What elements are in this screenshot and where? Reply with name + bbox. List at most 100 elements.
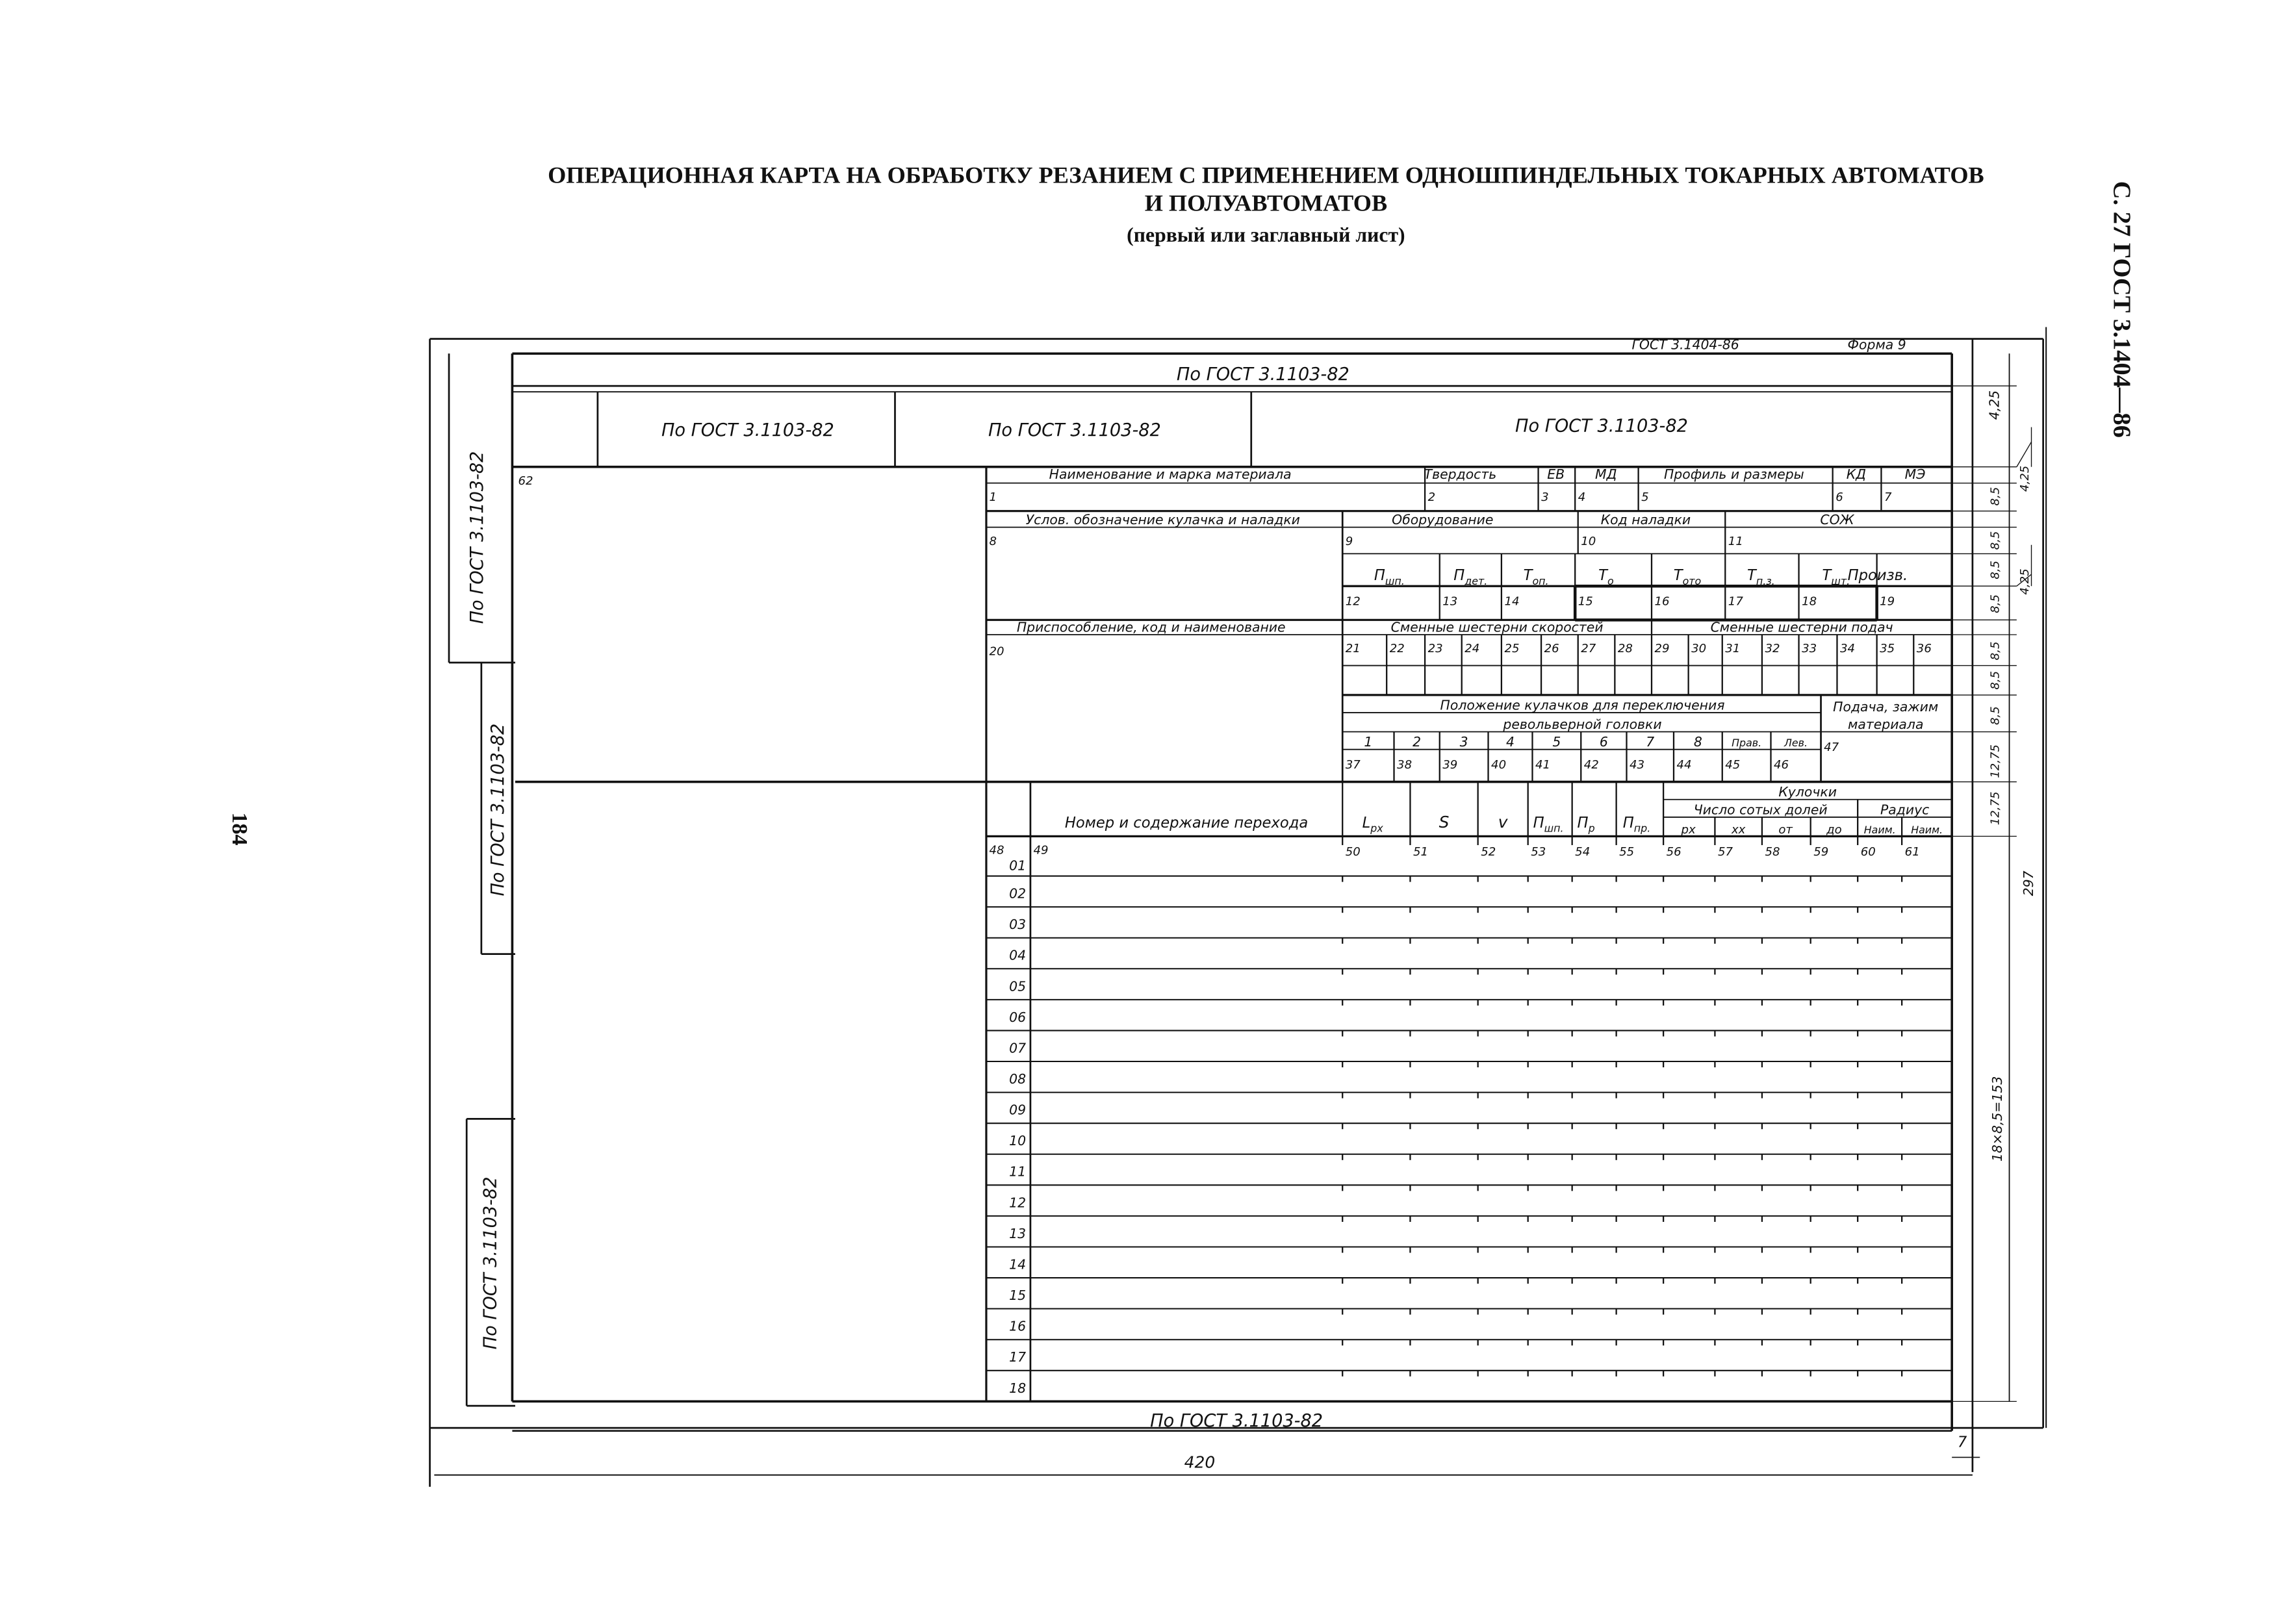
field-13: 13 xyxy=(1442,595,1457,609)
title-line-2: И ПОЛУАВТОМАТОВ xyxy=(1145,190,1387,216)
field-5: 5 xyxy=(1641,490,1649,504)
label-symbol: П xyxy=(1374,567,1385,584)
field-39: 39 xyxy=(1442,758,1457,772)
field-43: 43 xyxy=(1630,758,1644,772)
row-number: 17 xyxy=(1009,1349,1026,1365)
label-speed-gears: Сменные шестерни скоростей xyxy=(1391,619,1604,635)
row-number: 04 xyxy=(1009,948,1026,963)
cam-position-7: 7 xyxy=(1646,734,1654,750)
field-45: 45 xyxy=(1725,758,1740,772)
row-number: 18 xyxy=(1009,1380,1026,1396)
row-number: 06 xyxy=(1009,1009,1026,1025)
field-51: 51 xyxy=(1413,845,1428,859)
field-4: 4 xyxy=(1578,490,1586,504)
field-16: 16 xyxy=(1655,595,1670,609)
label-setup-code: Код наладки xyxy=(1601,512,1691,527)
label-radius: Радиус xyxy=(1880,802,1929,817)
field-6: 6 xyxy=(1835,490,1843,504)
row-number: 05 xyxy=(1009,978,1026,994)
field-62: 62 xyxy=(518,474,533,488)
label-symbol: Т xyxy=(1822,567,1833,584)
field-42: 42 xyxy=(1584,758,1599,772)
reference-stamp-3: По ГОСТ 3.1103-82 xyxy=(481,1176,501,1349)
dim-rows-total: 18×8,5=153 xyxy=(1989,1076,2005,1161)
dim-420: 420 xyxy=(1184,1453,1216,1471)
row-number: 14 xyxy=(1009,1256,1026,1272)
dim-8-5: 8,5 xyxy=(1989,706,2002,725)
label-to: до xyxy=(1826,823,1842,837)
field-19: 19 xyxy=(1880,595,1895,609)
field-24: 24 xyxy=(1464,642,1479,655)
field-27: 27 xyxy=(1581,642,1596,655)
reference-stamp-1: По ГОСТ 3.1103-82 xyxy=(467,451,487,624)
label-profile: Профиль и размеры xyxy=(1664,466,1804,482)
dim-8-5: 8,5 xyxy=(1989,487,2002,506)
label-me: МЭ xyxy=(1905,466,1926,482)
field-52: 52 xyxy=(1481,845,1496,859)
label-ev: ЕВ xyxy=(1547,466,1565,482)
field-48: 48 xyxy=(989,844,1004,857)
field-56: 56 xyxy=(1667,845,1682,859)
field-60: 60 xyxy=(1861,845,1876,859)
dim-8-5: 8,5 xyxy=(1989,561,2002,579)
dim-7: 7 xyxy=(1958,1434,1967,1451)
label-cam-setup: Услов. обозначение кулачка и наладки xyxy=(1026,512,1300,527)
field-25: 25 xyxy=(1504,642,1519,655)
label-subscript: п.з. xyxy=(1756,575,1775,587)
label-cams: Кулочки xyxy=(1778,784,1837,800)
field-53: 53 xyxy=(1531,845,1546,859)
label-symbol: П xyxy=(1623,815,1634,831)
label-feed-clamp: Подача, зажим xyxy=(1833,699,1938,715)
cam-position-5: 5 xyxy=(1552,734,1561,750)
label-symbol: Произв. xyxy=(1848,567,1908,584)
row-number: 10 xyxy=(1009,1133,1026,1148)
field-58: 58 xyxy=(1765,845,1780,859)
label-symbol: П xyxy=(1533,815,1544,831)
cam-position-6: 6 xyxy=(1600,734,1608,750)
grid-line xyxy=(2016,441,2032,468)
field-3: 3 xyxy=(1541,490,1549,504)
form-texts: ОПЕРАЦИОННАЯ КАРТА НА ОБРАБОТКУ РЕЗАНИЕМ… xyxy=(227,162,2135,1471)
row-number: 12 xyxy=(1009,1195,1026,1210)
label-hardness: Твердость xyxy=(1424,466,1497,482)
field-44: 44 xyxy=(1677,758,1692,772)
field-57: 57 xyxy=(1718,845,1733,859)
reference-stamp-2: По ГОСТ 3.1103-82 xyxy=(488,724,508,896)
label-kd: КД xyxy=(1847,466,1866,482)
label-symbol: L xyxy=(1362,815,1371,831)
cam-position-9: Прав. xyxy=(1732,737,1761,749)
dim-297: 297 xyxy=(2021,870,2036,896)
field-21: 21 xyxy=(1346,642,1361,655)
label-material: Наименование и марка материала xyxy=(1049,466,1292,482)
label-feed-gears: Сменные шестерни подач xyxy=(1711,619,1893,635)
reference-bottom: По ГОСТ 3.1103-82 xyxy=(1150,1411,1323,1431)
dim-12-75: 12,75 xyxy=(1989,791,2002,825)
field-11: 11 xyxy=(1728,535,1743,548)
field-40: 40 xyxy=(1491,758,1506,772)
field-15: 15 xyxy=(1578,595,1593,609)
label-min-1: Наим. xyxy=(1864,824,1896,836)
label-subscript: шт. xyxy=(1831,575,1850,587)
cam-position-1: 1 xyxy=(1364,734,1372,750)
dim-8-5: 8,5 xyxy=(1989,642,2002,661)
dim-12-75: 12,75 xyxy=(1989,744,2002,778)
field-1: 1 xyxy=(989,490,997,504)
label-fixture: Приспособление, код и наименование xyxy=(1017,619,1286,635)
reference-top: По ГОСТ 3.1103-82 xyxy=(1177,364,1349,385)
row-number: 01 xyxy=(1009,857,1026,873)
reference-box-3: По ГОСТ 3.1103-82 xyxy=(1515,416,1688,436)
cam-position-8: 8 xyxy=(1694,734,1702,750)
label-from: от xyxy=(1778,823,1793,837)
label-symbol: П xyxy=(1453,567,1464,584)
field-10: 10 xyxy=(1581,535,1596,548)
subtitle: (первый или заглавный лист) xyxy=(1127,223,1405,246)
label-cam-position-2: револьверной головки xyxy=(1502,717,1661,732)
row-number: 13 xyxy=(1009,1226,1026,1241)
label-md: МД xyxy=(1595,466,1617,482)
dim-4-25: 4,25 xyxy=(1987,390,2002,420)
label-transition: Номер и содержание перехода xyxy=(1065,815,1308,831)
title-line-1: ОПЕРАЦИОННАЯ КАРТА НА ОБРАБОТКУ РЕЗАНИЕМ… xyxy=(548,162,1984,188)
label-subscript: о xyxy=(1607,575,1614,587)
field-38: 38 xyxy=(1397,758,1412,772)
